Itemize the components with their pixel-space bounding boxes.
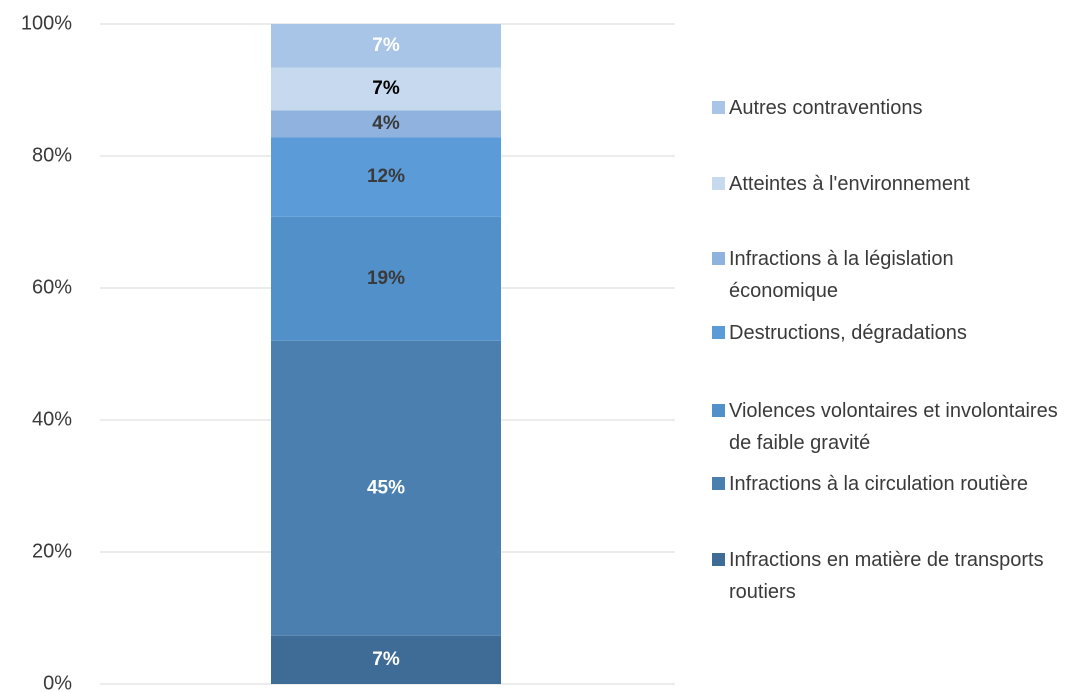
y-tick-label: 100% (21, 12, 72, 34)
bar-segment (271, 67, 501, 111)
legend-swatch (712, 477, 725, 490)
data-label: 4% (372, 113, 400, 134)
legend-label: Infractions en matière de transports rou… (729, 549, 1044, 603)
legend-swatch (712, 177, 725, 190)
data-label: 7% (372, 78, 400, 99)
legend-label: Infractions à la législation économique (729, 248, 954, 302)
legend-item: Infractions à la circulation routière (712, 468, 1062, 500)
y-tick-label: 60% (32, 276, 72, 298)
y-tick-label: 80% (32, 144, 72, 166)
data-label: 7% (372, 35, 400, 56)
legend-item: Destructions, dégradations (712, 317, 1062, 349)
bar-segment (271, 340, 501, 636)
legend-item: Atteintes à l'environnement (712, 168, 1062, 200)
bar-segment (271, 216, 501, 341)
legend-item: Violences volontaires et involontaires d… (712, 395, 1062, 459)
bar-segment (271, 24, 501, 68)
legend-label: Destructions, dégradations (729, 322, 967, 344)
bar-segment (271, 635, 501, 684)
legend-item: Infractions à la législation économique (712, 243, 1062, 307)
legend-label: Atteintes à l'environnement (729, 173, 970, 195)
legend-item: Autres contraventions (712, 92, 1062, 124)
legend-label: Autres contraventions (729, 97, 923, 119)
data-label: 45% (367, 477, 405, 498)
legend-swatch (712, 101, 725, 114)
data-label: 19% (367, 268, 405, 289)
bar-segment (271, 110, 501, 138)
data-label: 7% (372, 649, 400, 670)
legend-label: Violences volontaires et involontaires d… (729, 400, 1058, 454)
y-tick-label: 20% (32, 540, 72, 562)
y-tick-label: 40% (32, 408, 72, 430)
bar-segment (271, 137, 501, 217)
legend-swatch (712, 404, 725, 417)
legend-swatch (712, 553, 725, 566)
legend-label: Infractions à la circulation routière (729, 473, 1029, 495)
legend-item: Infractions en matière de transports rou… (712, 544, 1062, 608)
legend-swatch (712, 326, 725, 339)
y-tick-label: 0% (43, 672, 72, 693)
data-label: 12% (367, 166, 405, 187)
legend-swatch (712, 252, 725, 265)
